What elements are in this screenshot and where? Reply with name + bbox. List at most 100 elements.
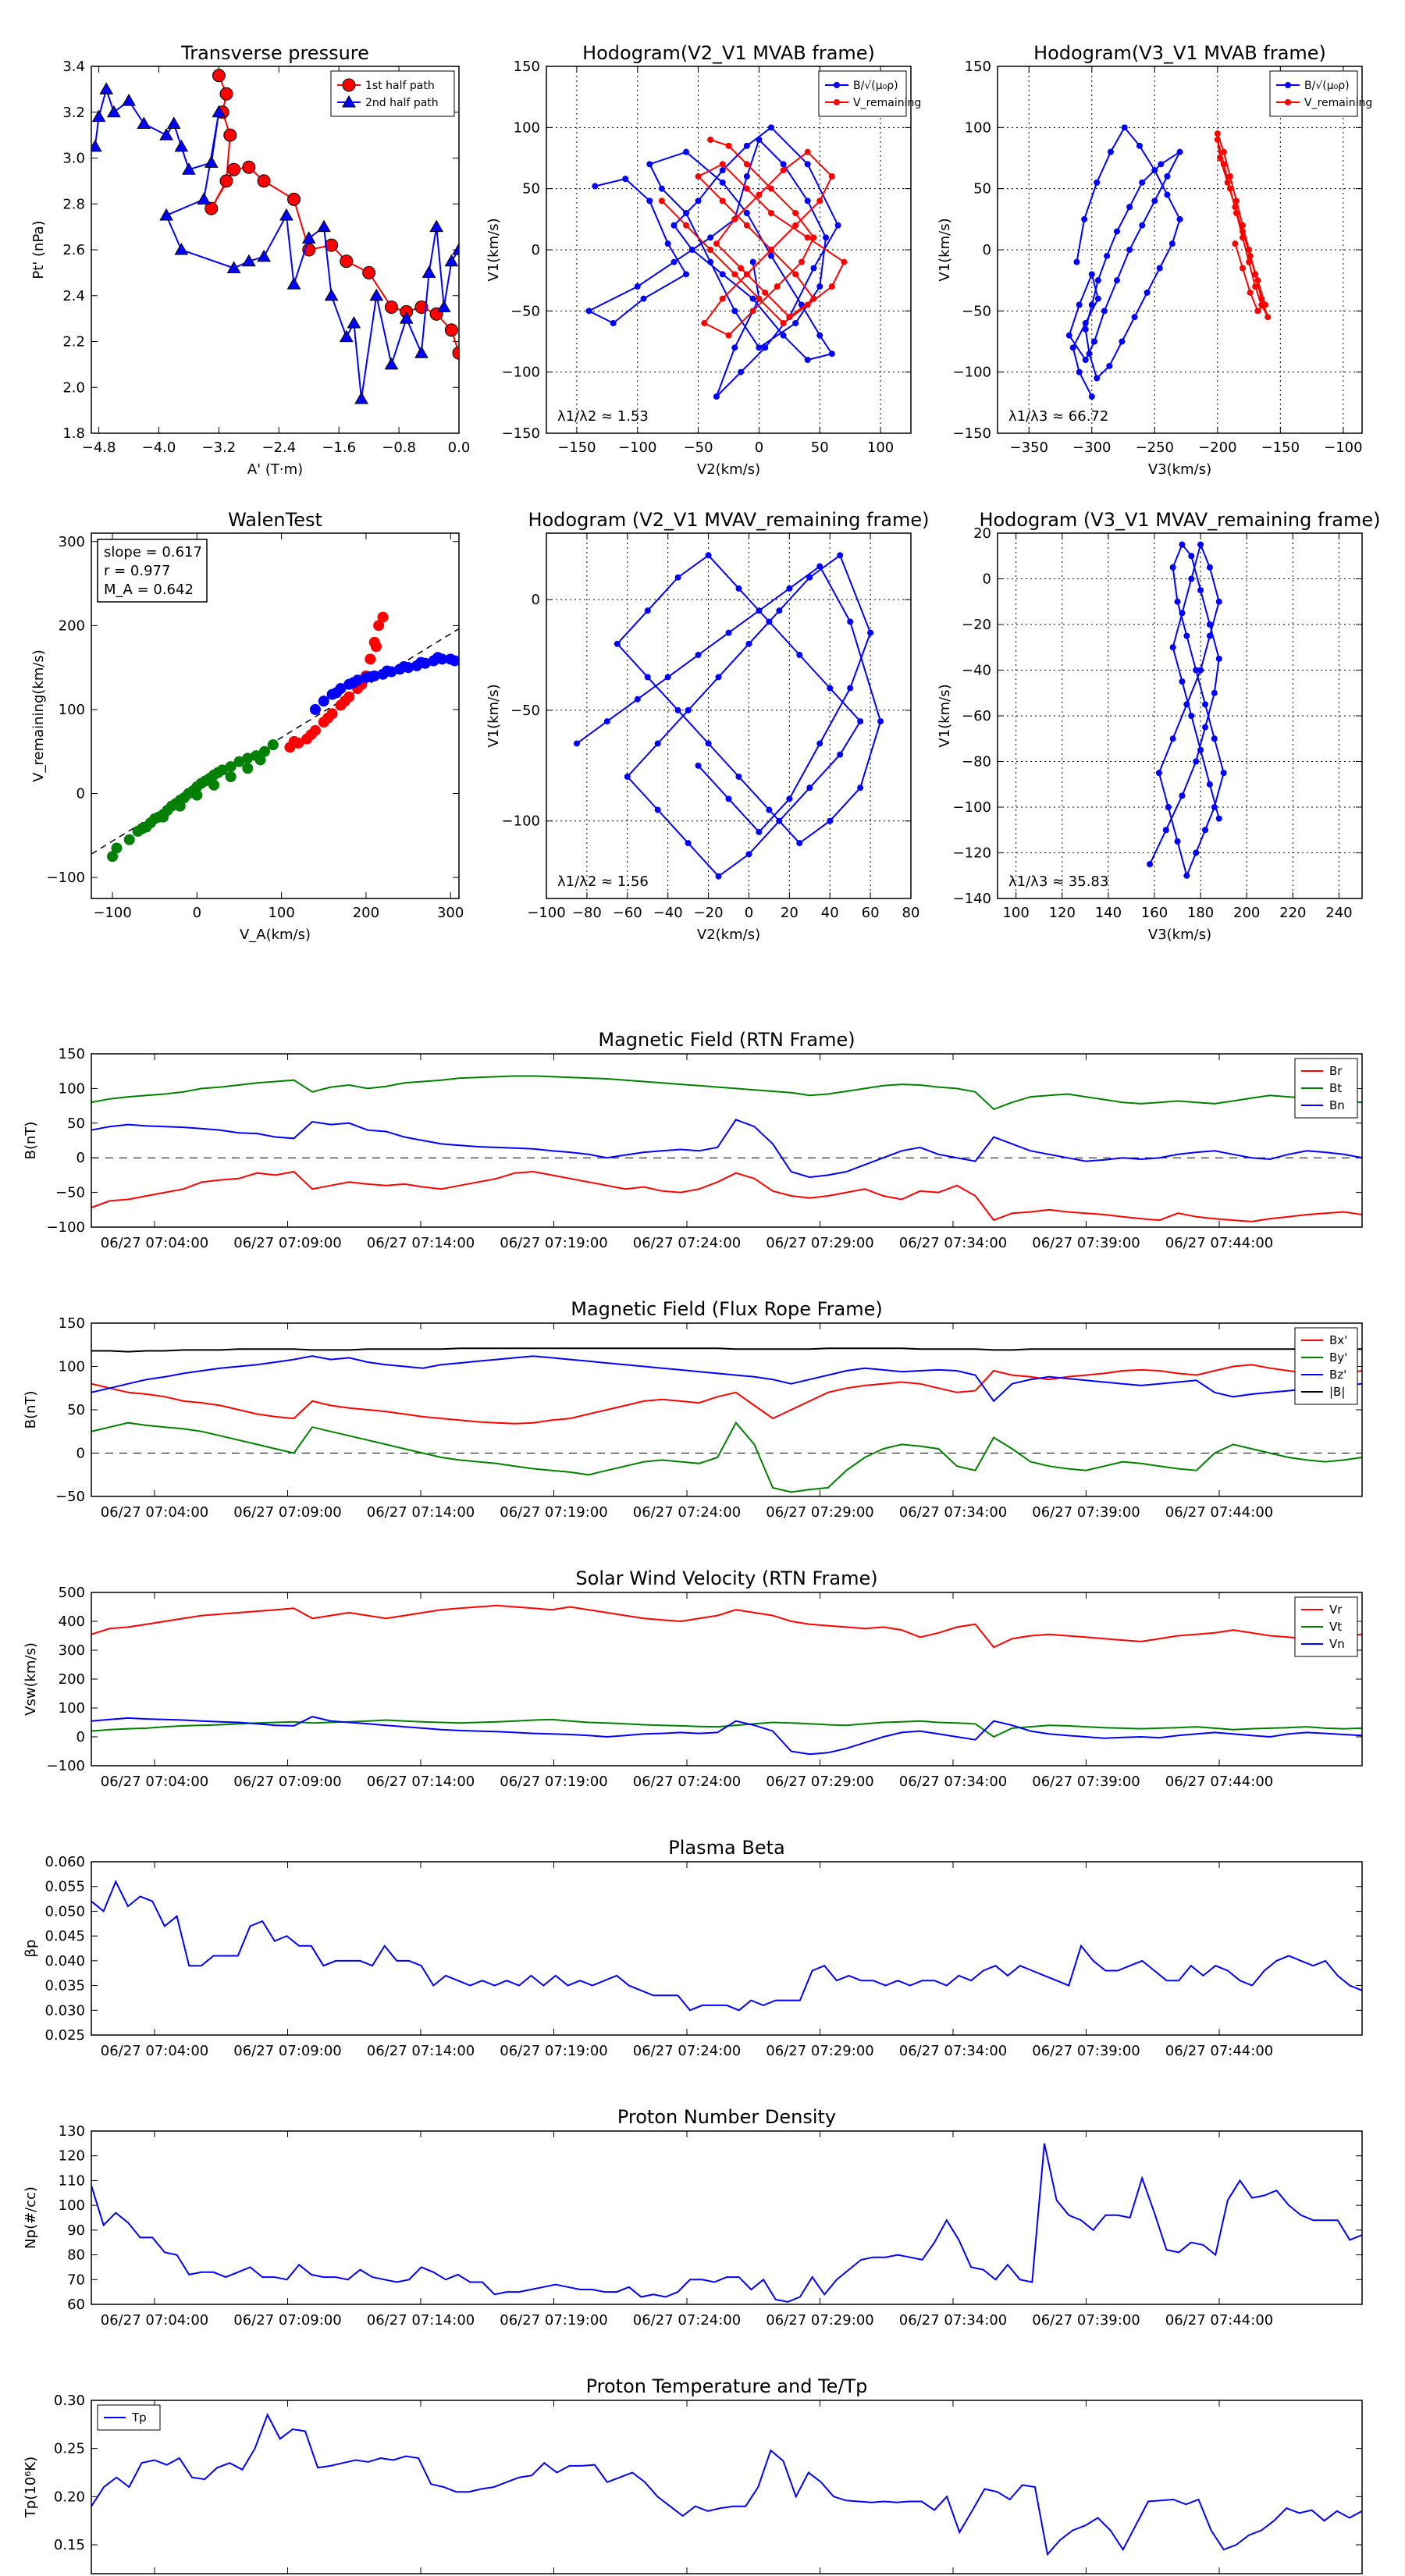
data-point [1113,277,1120,284]
data-point [1069,344,1076,351]
x-tick-label: 06/27 07:24:00 [633,1235,741,1251]
chart-title: Hodogram (V2_V1 MVAV_remaining frame) [528,509,929,531]
chart-h3: Hodogram (V2_V1 MVAV_remaining frame) −10… [486,509,930,943]
data-point [756,191,763,198]
x-axis-label: A' (T·m) [247,461,303,478]
data-point [767,252,774,259]
data-point [197,192,212,205]
data-point [444,254,459,267]
data-point [767,247,774,253]
data-point [743,173,750,180]
data-point [685,706,692,713]
data-point [414,300,429,314]
data-point [1193,849,1200,856]
data-point [841,258,848,265]
y-tick-label: 3.2 [62,105,85,121]
data-point [1162,827,1169,834]
data-point [1081,215,1088,222]
data-point [226,261,241,273]
data-point [1179,792,1186,799]
y-tick-label: −50 [55,1185,85,1201]
y-tick-label: −100 [502,365,540,381]
data-point [816,197,823,205]
y-tick-label: −100 [47,870,85,886]
chart-title: Hodogram(V3_V1 MVAB frame) [1033,42,1326,64]
data-point [415,656,427,668]
data-point [1215,815,1222,822]
y-tick-label: 70 [67,2272,85,2288]
data-point [705,740,712,747]
y-tick-label: −50 [55,1489,85,1505]
data-point [743,222,750,229]
chart-title: Magnetic Field (Flux Rope Frame) [571,1298,882,1320]
data-point [414,346,429,358]
data-point [1188,575,1195,582]
data-point [1232,204,1239,211]
data-point [1094,277,1101,284]
y-tick-label: 0 [76,1150,85,1166]
data-point [804,161,811,168]
data-point [695,197,702,205]
x-tick-label: 06/27 07:14:00 [367,2043,475,2059]
x-tick-label: 06/27 07:44:00 [1165,1774,1273,1790]
data-point [123,834,135,845]
data-point [738,265,745,272]
x-tick-label: 0.0 [448,439,471,456]
data-point [731,215,738,222]
data-point [399,311,414,324]
data-point [804,301,811,308]
data-point [810,234,817,241]
y-tick-label: 3.0 [62,151,85,167]
data-point [847,618,854,625]
data-point [1088,271,1095,278]
data-point [756,607,763,614]
x-tick-label: 06/27 07:34:00 [899,1774,1007,1790]
legend-marker [834,82,840,88]
data-point [1224,179,1231,186]
data-point [1165,804,1172,810]
x-tick-label: −100 [527,905,565,921]
x-tick-label: −4.0 [142,439,176,456]
data-point [1220,161,1227,168]
data-point [1262,301,1269,308]
data-point [241,254,256,267]
data-point [622,176,629,183]
plot-frame [91,66,460,434]
data-point [1264,314,1272,321]
chart-h4: Hodogram (V3_V1 MVAV_remaining frame) 100… [937,509,1381,943]
data-point [267,739,279,751]
x-tick-label: 06/27 07:44:00 [1165,2312,1273,2329]
data-point [774,283,781,290]
data-point [362,265,376,279]
data-point [780,167,787,174]
chart-ts4: Plasma Beta 0.025 0.030 0.035 0.040 0.045 0.05… [23,1837,1363,2059]
data-point [804,197,811,205]
y-tick-label: −100 [47,1219,85,1236]
data-point [288,735,300,747]
y-tick-label: 100 [59,1080,85,1097]
data-point [828,173,835,180]
data-point [242,160,256,174]
plot-area [91,2143,1362,2303]
series-line [91,1604,1362,1649]
data-point [816,563,823,570]
x-axis-label: V2(km/s) [697,461,760,478]
y-tick-label: 0.20 [54,2489,85,2505]
legend-marker [342,94,356,108]
data-point [1254,308,1261,315]
chart-ts2: Magnetic Field (Flux Rope Frame) −50 0 50 10… [23,1298,1363,1521]
data-point [745,640,752,647]
series-line [1068,126,1183,397]
x-tick-label: 06/27 07:09:00 [233,1774,341,1790]
data-point [1094,179,1101,186]
y-tick-label: 0.060 [44,1854,85,1870]
x-tick-label: 06/27 07:34:00 [899,2043,1007,2059]
x-axis-label: V3(km/s) [1148,461,1211,478]
x-tick-label: 06/27 07:04:00 [101,1774,208,1790]
x-tick-label: −1.6 [322,439,356,456]
data-point [354,391,368,404]
data-point [1139,222,1146,229]
data-point [1082,320,1089,326]
data-point [159,208,173,221]
y-tick-label: −100 [953,365,991,381]
